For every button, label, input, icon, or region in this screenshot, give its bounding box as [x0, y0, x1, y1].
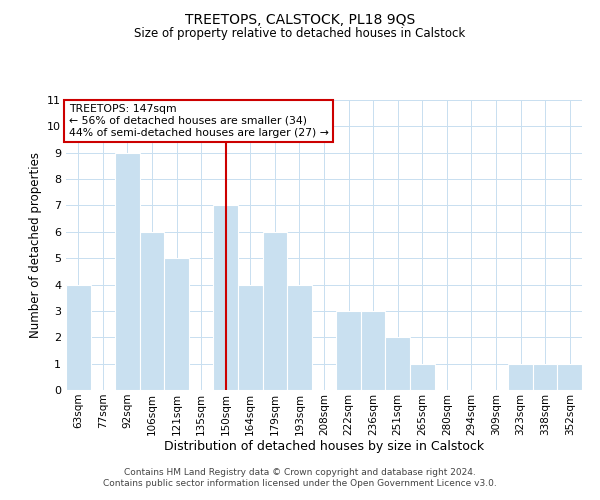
Bar [385, 338, 410, 390]
Bar [361, 311, 385, 390]
Bar [533, 364, 557, 390]
Text: Size of property relative to detached houses in Calstock: Size of property relative to detached ho… [134, 28, 466, 40]
Text: TREETOPS, CALSTOCK, PL18 9QS: TREETOPS, CALSTOCK, PL18 9QS [185, 12, 415, 26]
Bar [164, 258, 189, 390]
Text: TREETOPS: 147sqm
← 56% of detached houses are smaller (34)
44% of semi-detached : TREETOPS: 147sqm ← 56% of detached house… [68, 104, 328, 138]
Y-axis label: Number of detached properties: Number of detached properties [29, 152, 41, 338]
Bar [287, 284, 312, 390]
Bar [214, 206, 238, 390]
Text: Contains HM Land Registry data © Crown copyright and database right 2024.
Contai: Contains HM Land Registry data © Crown c… [103, 468, 497, 487]
Bar [336, 311, 361, 390]
Bar [238, 284, 263, 390]
Bar [115, 152, 140, 390]
Bar [557, 364, 582, 390]
Bar [508, 364, 533, 390]
Bar [263, 232, 287, 390]
Bar [410, 364, 434, 390]
Bar [140, 232, 164, 390]
Bar [66, 284, 91, 390]
X-axis label: Distribution of detached houses by size in Calstock: Distribution of detached houses by size … [164, 440, 484, 454]
